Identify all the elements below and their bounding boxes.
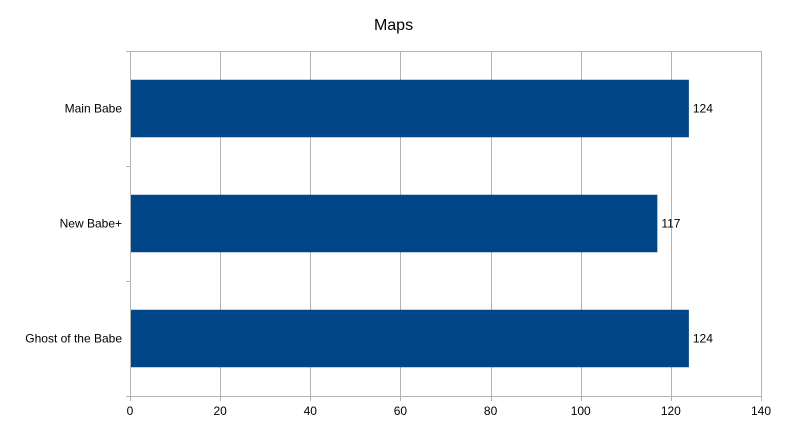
- data-label: 124: [693, 332, 713, 346]
- data-label: 124: [693, 102, 713, 116]
- x-tick-label: 100: [571, 404, 591, 418]
- chart-title: Maps: [373, 17, 414, 34]
- x-tick-label: 120: [661, 404, 681, 418]
- category-label: Main Babe: [65, 102, 123, 116]
- category-label: New Babe+: [60, 217, 122, 231]
- bar: [131, 79, 689, 138]
- bar: [131, 194, 658, 253]
- bar: [131, 309, 689, 368]
- x-tick-label: 60: [394, 404, 408, 418]
- x-tick-label: 140: [751, 404, 771, 418]
- x-tick-label: 20: [213, 404, 227, 418]
- x-tick-label: 0: [127, 404, 134, 418]
- x-tick-label: 40: [304, 404, 318, 418]
- data-label: 117: [661, 217, 680, 231]
- category-label: Ghost of the Babe: [25, 332, 122, 346]
- x-tick-label: 80: [484, 404, 498, 418]
